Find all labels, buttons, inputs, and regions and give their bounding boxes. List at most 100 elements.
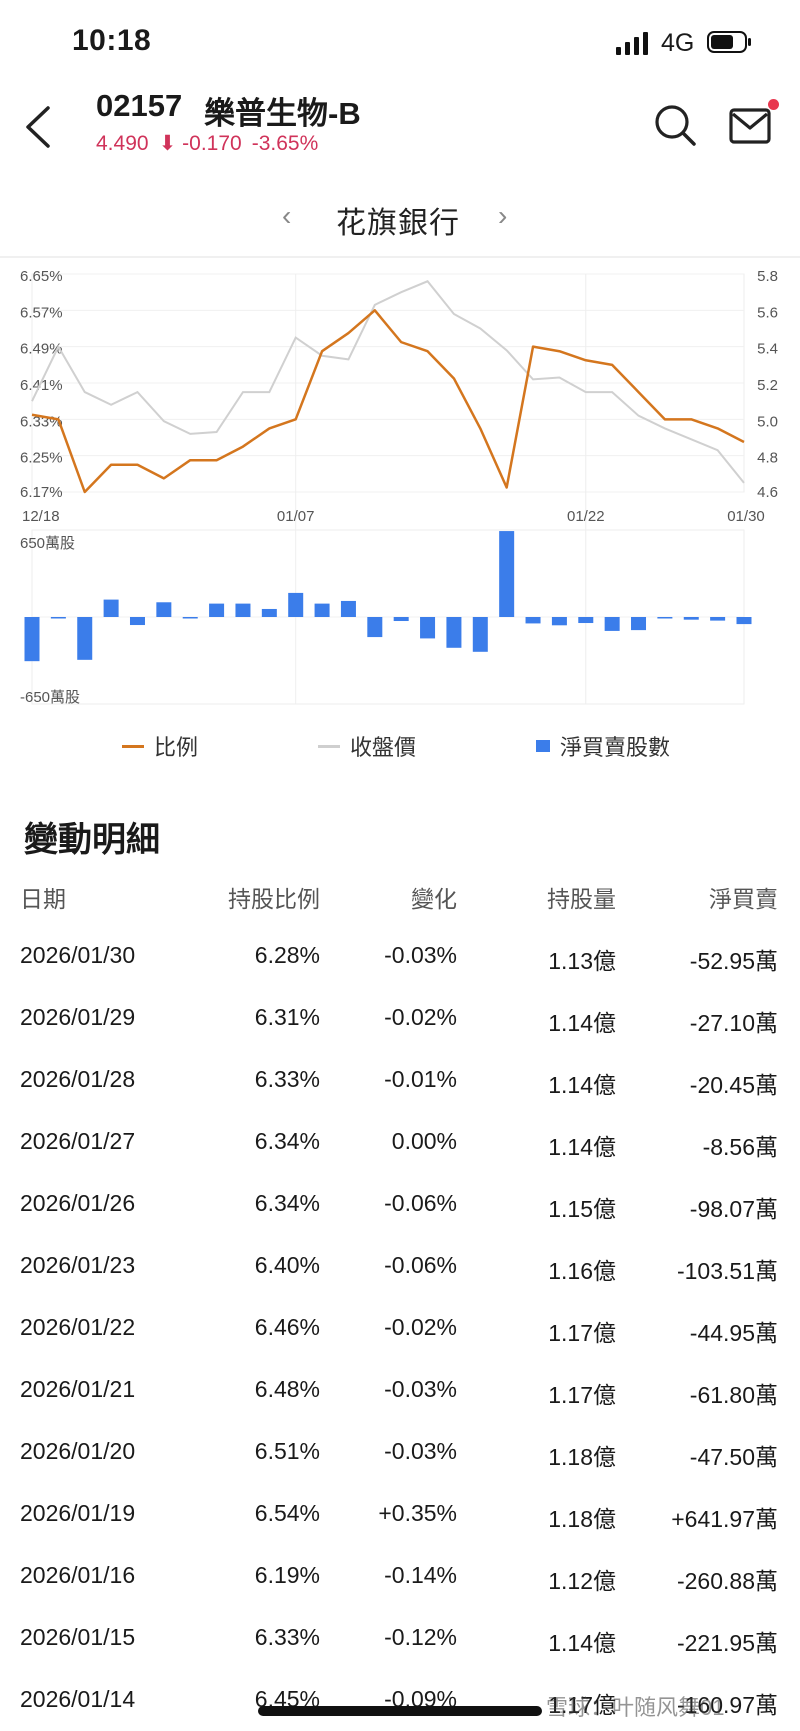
status-bar: 10:18 4G — [0, 0, 800, 86]
net-bar — [50, 617, 66, 619]
message-icon[interactable] — [728, 104, 774, 148]
cell-change: -0.03% — [384, 1376, 457, 1402]
table-row[interactable]: 2026/01/22 6.46% -0.02% 1.17億 -44.95萬 — [0, 1314, 800, 1376]
header-net: 淨買賣 — [709, 886, 778, 912]
right-axis-tick: 5.4 — [757, 341, 778, 358]
cell-net: -221.95萬 — [676, 1630, 778, 1656]
status-time: 10:18 — [72, 24, 152, 57]
cell-shares: 1.18億 — [548, 1506, 616, 1532]
cell-change: -0.02% — [384, 1004, 457, 1030]
net-bar — [156, 602, 172, 617]
stock-code: 02157 — [96, 88, 183, 123]
cell-date: 2026/01/30 — [20, 942, 136, 968]
net-bar — [288, 592, 304, 617]
search-icon[interactable] — [653, 103, 697, 147]
divider — [0, 256, 800, 258]
stock-name: 樂普生物-B — [204, 96, 361, 131]
table-header: 日期 持股比例 變化 持股量 淨買賣 — [0, 880, 800, 942]
watermark: 雪球：叶随风舞01 — [546, 1695, 725, 1720]
cell-change: -0.02% — [384, 1314, 457, 1340]
cell-ratio: 6.19% — [254, 1562, 320, 1588]
x-axis-tick: 01/07 — [277, 508, 315, 525]
battery-icon — [707, 31, 751, 53]
table-row[interactable]: 2026/01/19 6.54% +0.35% 1.18億 +641.97萬 — [0, 1500, 800, 1562]
header-ratio: 持股比例 — [228, 886, 320, 912]
x-axis-tick: 12/18 — [22, 508, 60, 525]
left-axis-tick: 6.65% — [20, 268, 63, 285]
cell-net: -61.80萬 — [689, 1382, 778, 1408]
series-line-close-price — [31, 280, 745, 484]
stock-change: -0.170 — [182, 132, 242, 155]
cell-ratio: 6.28% — [254, 942, 320, 968]
net-bar — [261, 608, 277, 617]
broker-next-button[interactable]: › — [498, 200, 508, 231]
table-row[interactable]: 2026/01/28 6.33% -0.01% 1.14億 -20.45萬 — [0, 1066, 800, 1128]
cell-shares: 1.14億 — [548, 1010, 616, 1036]
bar-axis-tick: -650萬股 — [20, 689, 80, 706]
cell-ratio: 6.51% — [254, 1438, 320, 1464]
notification-dot — [768, 99, 779, 110]
net-bar — [525, 617, 541, 624]
net-bar — [657, 617, 673, 619]
cell-shares: 1.15億 — [548, 1196, 616, 1222]
legend-item-close: 收盤價 — [318, 731, 416, 761]
home-indicator[interactable] — [258, 1706, 542, 1716]
cell-shares: 1.14億 — [548, 1072, 616, 1098]
net-bar — [472, 617, 488, 652]
left-axis-tick: 6.49% — [20, 341, 63, 358]
cell-shares: 1.17億 — [548, 1382, 616, 1408]
network-type: 4G — [661, 29, 695, 57]
table-row[interactable]: 2026/01/16 6.19% -0.14% 1.12億 -260.88萬 — [0, 1562, 800, 1624]
cell-shares: 1.14億 — [548, 1134, 616, 1160]
cell-date: 2026/01/22 — [20, 1314, 136, 1340]
cell-net: -52.95萬 — [689, 948, 778, 974]
table-row[interactable]: 2026/01/29 6.31% -0.02% 1.14億 -27.10萬 — [0, 1004, 800, 1066]
table-row[interactable]: 2026/01/23 6.40% -0.06% 1.16億 -103.51萬 — [0, 1252, 800, 1314]
net-bar — [235, 603, 251, 617]
left-axis-tick: 6.25% — [20, 450, 63, 467]
net-bar — [129, 617, 145, 626]
back-arrow-icon[interactable] — [22, 104, 56, 150]
legend-item-ratio: 比例 — [122, 731, 198, 761]
cell-change: 0.00% — [391, 1128, 457, 1154]
net-bar — [209, 603, 225, 617]
cell-ratio: 6.34% — [254, 1128, 320, 1154]
cell-date: 2026/01/27 — [20, 1128, 136, 1154]
legend-label: 淨買賣股數 — [560, 735, 671, 760]
cell-date: 2026/01/21 — [20, 1376, 136, 1402]
net-bar — [604, 617, 620, 631]
table-row[interactable]: 2026/01/15 6.33% -0.12% 1.14億 -221.95萬 — [0, 1624, 800, 1686]
cell-change: -0.14% — [384, 1562, 457, 1588]
table-row[interactable]: 2026/01/30 6.28% -0.03% 1.13億 -52.95萬 — [0, 942, 800, 1004]
table-row[interactable]: 2026/01/21 6.48% -0.03% 1.17億 -61.80萬 — [0, 1376, 800, 1438]
holding-chart[interactable]: 6.65% 5.86.57% 5.66.49% 5.46.41% 5.26.33% 5.0… — [0, 268, 800, 720]
cell-ratio: 6.31% — [254, 1004, 320, 1030]
cell-date: 2026/01/16 — [20, 1562, 136, 1588]
net-bar — [683, 617, 699, 620]
net-bar — [710, 617, 726, 621]
cell-change: -0.12% — [384, 1624, 457, 1650]
cell-shares: 1.16億 — [548, 1258, 616, 1284]
cell-net: -27.10萬 — [689, 1010, 778, 1036]
table-row[interactable]: 2026/01/27 6.34% 0.00% 1.14億 -8.56萬 — [0, 1128, 800, 1190]
cell-ratio: 6.48% — [254, 1376, 320, 1402]
net-bar — [446, 617, 462, 648]
cell-date: 2026/01/20 — [20, 1438, 136, 1464]
table-row[interactable]: 2026/01/20 6.51% -0.03% 1.18億 -47.50萬 — [0, 1438, 800, 1500]
cellular-signal-icon — [616, 32, 648, 55]
broker-name: 花旗銀行 — [336, 207, 460, 240]
table-row[interactable]: 2026/01/26 6.34% -0.06% 1.15億 -98.07萬 — [0, 1190, 800, 1252]
net-bar — [420, 617, 436, 639]
header-change: 變化 — [411, 886, 457, 912]
broker-prev-button[interactable]: ‹ — [282, 200, 292, 231]
left-axis-tick: 6.57% — [20, 304, 63, 321]
legend-label: 收盤價 — [350, 735, 417, 760]
cell-date: 2026/01/28 — [20, 1066, 136, 1092]
left-axis-tick: 6.41% — [20, 377, 63, 394]
right-axis-tick: 4.8 — [757, 450, 778, 467]
cell-net: -103.51萬 — [676, 1258, 778, 1284]
bar-axis-tick: 650萬股 — [20, 535, 75, 552]
legend-swatch — [318, 744, 340, 748]
cell-net: -8.56萬 — [702, 1134, 778, 1160]
cell-date: 2026/01/23 — [20, 1252, 136, 1278]
